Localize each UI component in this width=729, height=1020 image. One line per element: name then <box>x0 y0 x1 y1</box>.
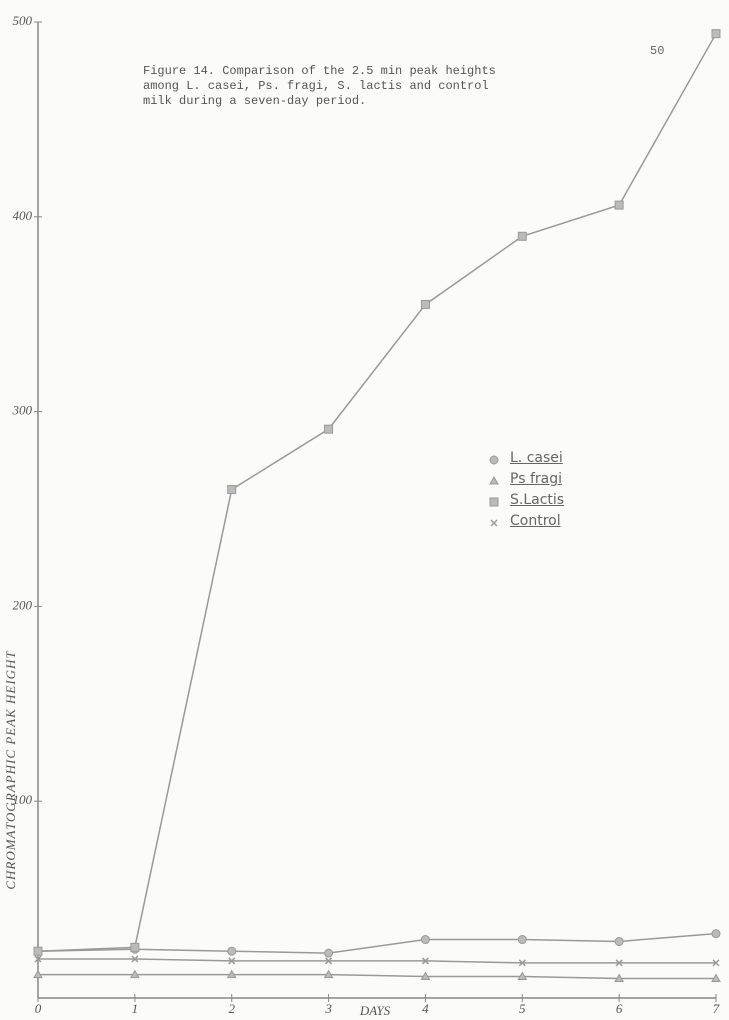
legend-marker <box>489 455 499 465</box>
marker <box>711 929 721 939</box>
x-tick-label: 3 <box>324 1001 332 1016</box>
marker <box>615 959 623 967</box>
marker <box>517 935 527 945</box>
marker <box>130 942 140 952</box>
marker <box>227 946 237 956</box>
marker <box>421 957 429 965</box>
legend-label: L. casei <box>510 450 563 466</box>
marker <box>420 971 431 981</box>
y-axis-label: CHROMATOGRAPHIC PEAK HEIGHT <box>3 650 18 889</box>
marker <box>227 485 237 495</box>
marker <box>518 959 526 967</box>
x-tick-label: 7 <box>713 1001 720 1016</box>
marker <box>34 955 42 963</box>
marker <box>323 969 334 979</box>
marker <box>420 299 430 309</box>
y-tick-label: 500 <box>13 13 33 28</box>
series-line <box>37 33 717 952</box>
x-tick-label: 1 <box>132 1001 139 1016</box>
x-tick-label: 2 <box>228 1001 235 1016</box>
marker <box>711 973 721 982</box>
y-tick-label: 300 <box>12 403 33 418</box>
series-line <box>37 932 717 954</box>
marker <box>226 969 237 979</box>
marker <box>131 955 139 963</box>
y-tick-label: 400 <box>13 208 33 223</box>
marker <box>420 935 430 945</box>
marker <box>517 231 527 241</box>
legend-marker <box>489 475 499 485</box>
marker <box>712 959 720 967</box>
y-tick-label: 200 <box>13 597 33 612</box>
marker <box>33 969 43 979</box>
x-tick-label: 6 <box>616 1001 623 1016</box>
marker <box>614 936 624 946</box>
marker <box>33 946 43 956</box>
marker <box>325 957 333 965</box>
x-tick-label: 0 <box>35 1001 42 1016</box>
legend-label: Control <box>510 513 561 529</box>
x-tick-label: 4 <box>422 1001 429 1016</box>
chart-title: Figure 14. Comparison of the 2.5 min pea… <box>143 64 496 108</box>
series-line <box>38 973 716 980</box>
marker <box>324 948 334 958</box>
x-tick-label: 5 <box>519 1001 526 1016</box>
page-number: 50 <box>650 44 665 58</box>
legend-label: Ps fragi <box>510 471 562 487</box>
marker <box>324 424 334 434</box>
marker <box>614 973 625 982</box>
legend-label: S.Lactis <box>510 492 565 508</box>
legend-marker <box>489 497 499 507</box>
marker <box>228 957 236 965</box>
x-axis-label: DAYS <box>359 1003 391 1018</box>
marker <box>711 29 721 39</box>
legend-marker <box>490 519 498 527</box>
series-line <box>38 958 716 964</box>
y-tick-label: 100 <box>13 792 33 807</box>
marker <box>614 200 624 210</box>
marker <box>517 971 528 981</box>
marker <box>129 969 140 979</box>
